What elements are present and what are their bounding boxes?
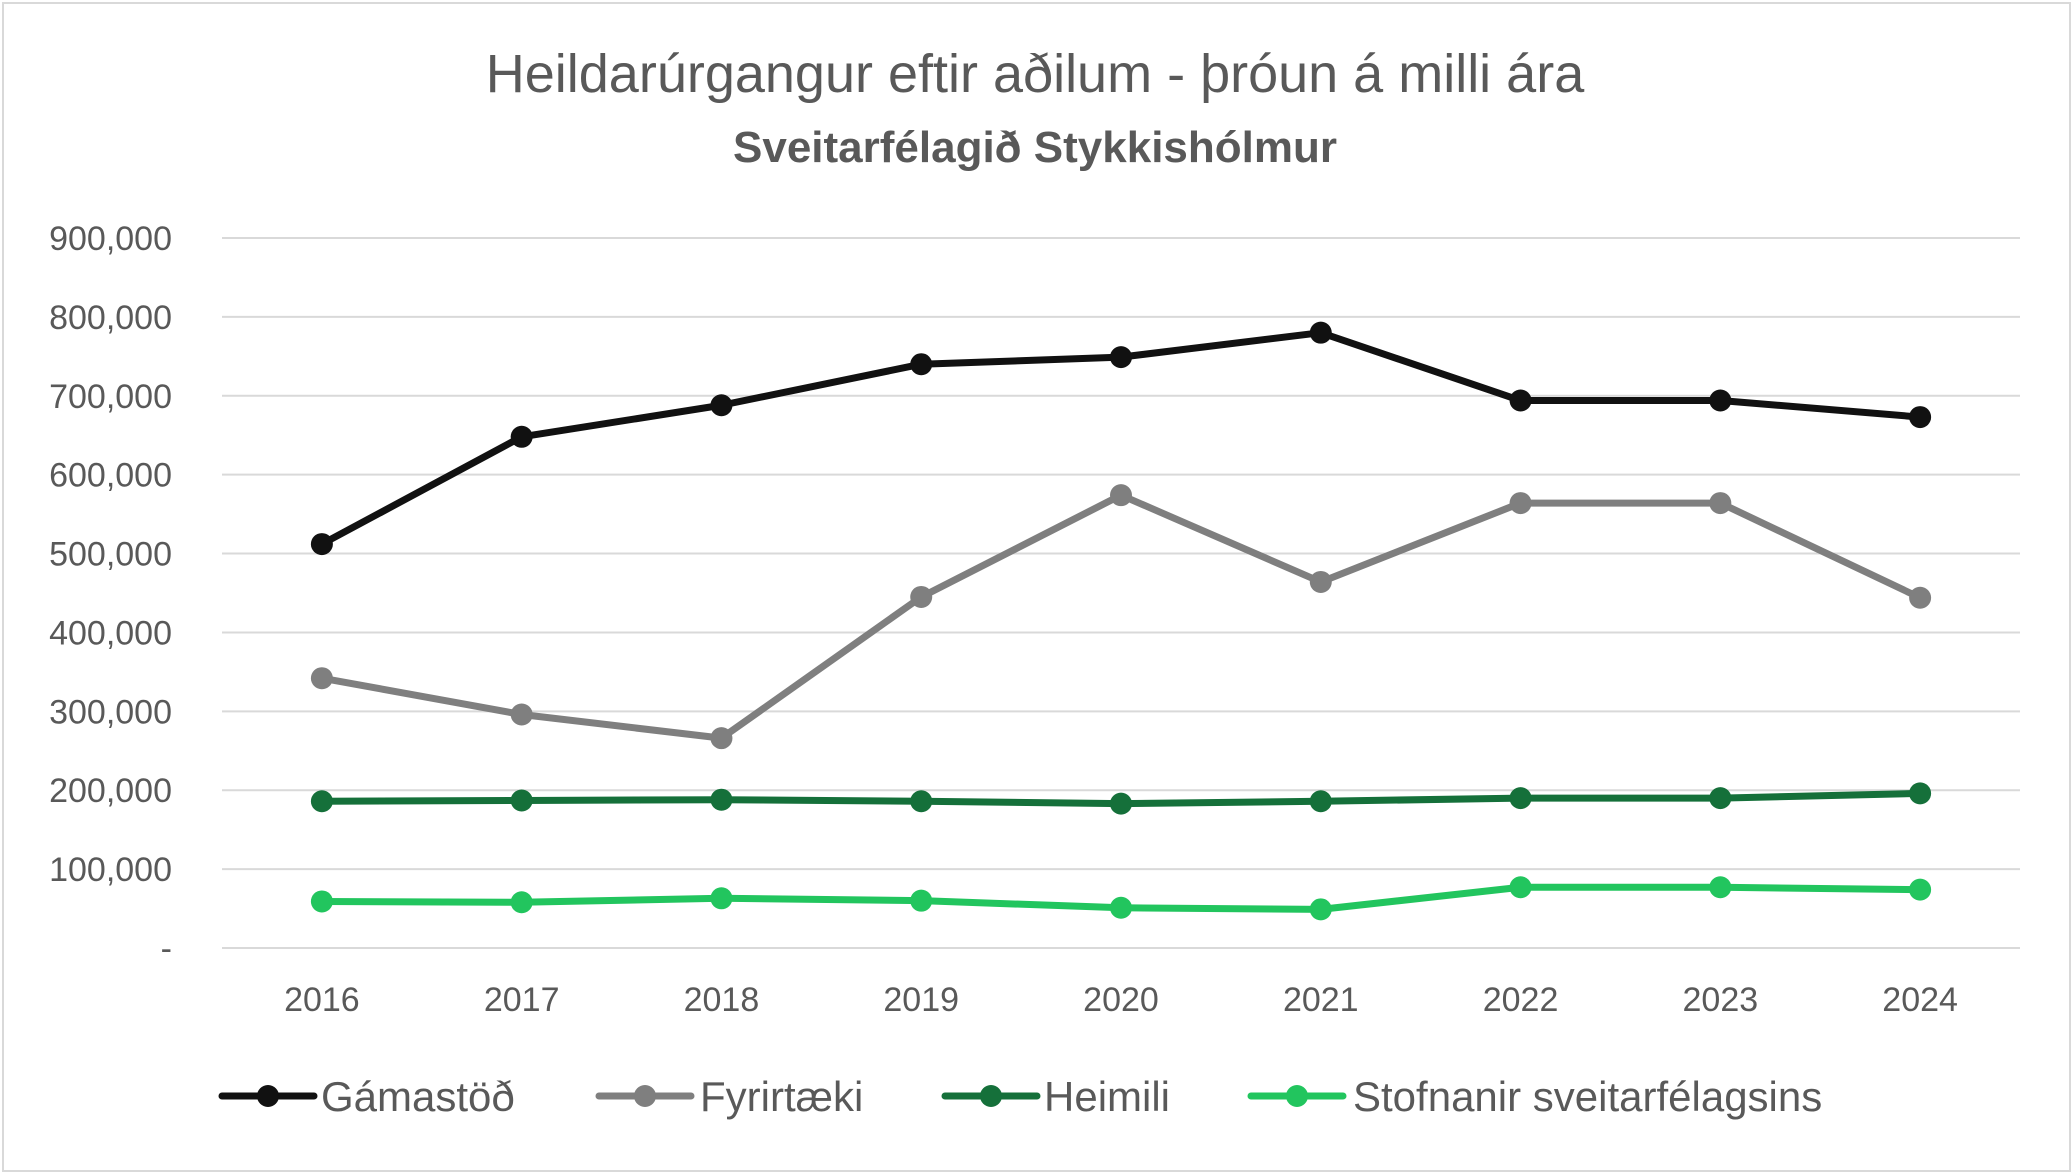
series-0 [310,321,1932,556]
legend-item: Fyrirtæki [595,1073,863,1120]
chart-subtitle: Sveitarfélagið Stykkishólmur [733,123,1337,172]
x-tick-label: 2016 [284,981,360,1019]
data-point [910,353,933,376]
series-2 [310,782,1932,815]
data-point [1709,492,1732,515]
series-group [310,321,1932,921]
data-point [1509,876,1532,899]
y-tick-label: 700,000 [49,378,172,416]
data-point [1509,492,1532,515]
data-point [1509,787,1532,810]
data-point [910,585,933,608]
data-point [710,788,733,811]
data-point [510,703,533,726]
y-tick-label: 200,000 [49,772,172,810]
data-point [1909,878,1932,901]
data-point [1309,570,1332,593]
x-tick-label: 2020 [1083,981,1159,1019]
data-point [510,425,533,448]
data-point [310,790,333,813]
data-point [1110,896,1132,919]
data-point [310,667,333,690]
data-point [1909,406,1932,429]
x-axis-ticks: 2016 2017 2018 2019 2020 2021 2022 2023 2024 [284,981,1958,1019]
x-tick-label: 2024 [1882,981,1958,1019]
x-tick-label: 2021 [1283,981,1359,1019]
legend: Gámastöð Fyrirtæki Heimili Stofnanir sveita… [218,1073,1822,1120]
legend-swatch-marker [980,1085,1002,1107]
legend-item: Heimili [941,1073,1170,1120]
data-point [1509,389,1532,412]
data-point [910,790,933,813]
data-point [710,394,733,417]
legend-item: Gámastöð [218,1073,515,1120]
x-tick-label: 2018 [684,981,760,1019]
legend-label: Gámastöð [321,1073,515,1120]
series-line [318,491,1924,742]
x-tick-label: 2022 [1483,981,1559,1019]
data-point [1909,782,1932,805]
legend-label: Heimili [1044,1073,1170,1120]
data-point [710,727,733,750]
data-point [710,887,733,910]
data-point [510,891,533,914]
data-point [310,533,333,556]
y-tick-label: - [161,930,172,968]
legend-swatch-marker [1286,1085,1308,1107]
data-point [910,889,933,912]
series-1 [310,484,1932,750]
series-3 [310,876,1932,921]
y-tick-label: 600,000 [49,457,172,495]
y-tick-label: 100,000 [49,851,172,889]
x-tick-label: 2017 [484,981,560,1019]
y-tick-label: 800,000 [49,299,172,337]
x-tick-label: 2023 [1683,981,1759,1019]
x-tick-label: 2019 [883,981,959,1019]
legend-label: Fyrirtæki [700,1073,863,1120]
data-point [1909,586,1932,609]
data-point [1110,346,1132,369]
y-tick-label: 400,000 [49,614,172,652]
chart-title: Heildarúrgangur eftir aðilum - þróun á m… [486,44,1585,104]
data-point [1110,484,1132,507]
legend-item: Stofnanir sveitarfélagsins [1247,1073,1822,1120]
y-tick-label: 500,000 [49,536,172,574]
data-point [1309,790,1332,813]
data-point [1110,792,1132,815]
y-tick-label: 900,000 [49,220,172,258]
data-point [1709,876,1732,899]
data-point [510,789,533,812]
gridlines [222,237,2020,949]
legend-label: Stofnanir sveitarfélagsins [1353,1073,1822,1120]
data-point [1709,787,1732,810]
data-point [310,890,333,913]
data-point [1709,389,1732,412]
y-tick-label: 300,000 [49,693,172,731]
data-point [1309,898,1332,921]
legend-swatch-marker [634,1085,656,1107]
y-axis-ticks: - 100,000 200,000 300,000 400,000 500,000 600,… [49,220,172,968]
data-point [1309,321,1332,344]
legend-swatch-marker [257,1085,279,1107]
